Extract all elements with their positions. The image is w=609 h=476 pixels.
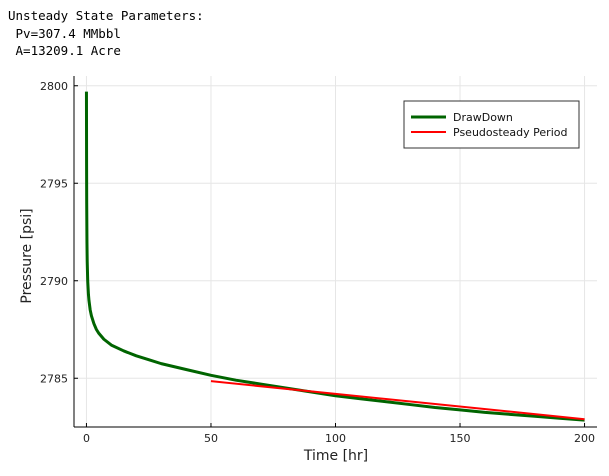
series-line-drawdown bbox=[84, 91, 585, 422]
grid-lines bbox=[74, 76, 597, 427]
y-tick-label: 2785 bbox=[40, 372, 68, 385]
legend-label-drawdown: DrawDown bbox=[453, 111, 513, 124]
x-tick-label: 0 bbox=[83, 432, 90, 445]
x-tick-label: 100 bbox=[325, 432, 346, 445]
series-line-pseudosteady bbox=[210, 380, 585, 421]
legend-label-pseudosteady: Pseudosteady Period bbox=[453, 126, 567, 139]
y-tick-label: 2795 bbox=[40, 177, 68, 190]
x-axis-label: Time [hr] bbox=[303, 448, 368, 464]
y-axis-label: Pressure [psi] bbox=[19, 208, 35, 303]
annotation-line-1: Unsteady State Parameters: bbox=[8, 8, 204, 23]
tick-labels: 0 50 100 150 200 2785 2790 2795 2800 bbox=[40, 80, 595, 445]
x-tick-label: 200 bbox=[574, 432, 595, 445]
legend-box bbox=[403, 100, 580, 149]
legend: DrawDown Pseudosteady Period bbox=[403, 100, 580, 149]
axes bbox=[73, 76, 597, 428]
parameters-annotation: Unsteady State Parameters: Pv=307.4 MMbb… bbox=[8, 7, 204, 60]
y-tick-label: 2800 bbox=[40, 80, 68, 93]
x-tick-label: 150 bbox=[450, 432, 471, 445]
x-tick-label: 50 bbox=[204, 432, 218, 445]
annotation-line-2: Pv=307.4 MMbbl bbox=[8, 25, 121, 41]
y-tick-label: 2790 bbox=[40, 275, 68, 288]
series-lines bbox=[84, 91, 585, 422]
annotation-line-3: A=13209.1 Acre bbox=[8, 43, 121, 58]
